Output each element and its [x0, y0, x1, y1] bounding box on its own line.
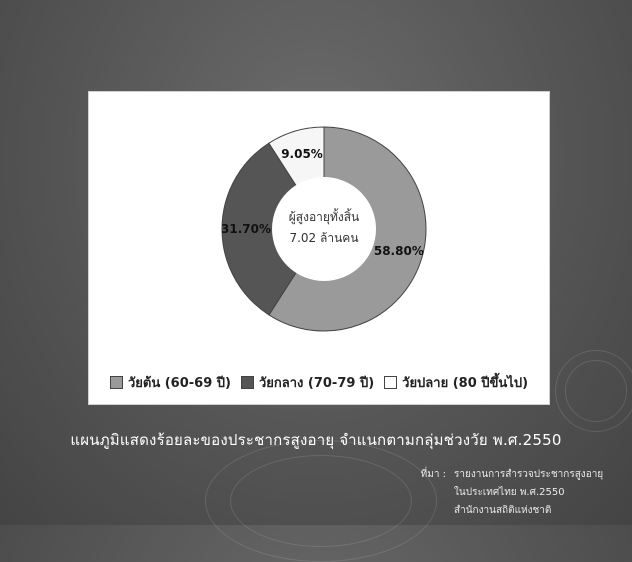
source-label: ที่มา : — [420, 469, 446, 480]
source-note: ที่มา : รายงานการสำรวจประชากรสูงอายุ ในป… — [418, 466, 604, 520]
legend-label: วัยต้น (60-69 ปี) — [127, 375, 231, 391]
legend-swatch — [109, 375, 123, 389]
ripple-decoration — [555, 350, 632, 432]
chart-panel: ผู้สูงอายุทั้งสิ้น 7.02 ล้านคน 58.80% 31.… — [88, 91, 550, 405]
legend-item-late-age: วัยปลาย (80 ปีขึ้นไป) — [384, 372, 528, 393]
center-label-line-1: ผู้สูงอายุทั้งสิ้น — [289, 208, 360, 225]
legend-swatch — [240, 375, 254, 389]
slice-value-label: 58.80% — [374, 244, 424, 258]
donut-chart: ผู้สูงอายุทั้งสิ้น 7.02 ล้านคน 58.80% 31.… — [221, 126, 427, 332]
donut-hole — [272, 177, 376, 281]
slice-value-label: 9.05% — [281, 147, 323, 161]
chart-legend: วัยต้น (60-69 ปี) วัยกลาง (70-79 ปี) วัย… — [89, 370, 549, 394]
legend-item-early-age: วัยต้น (60-69 ปี) — [109, 372, 231, 393]
legend-swatch — [384, 375, 398, 389]
chart-caption: แผนภูมิแสดงร้อยละของประชากรสูงอายุ จำแนก… — [70, 431, 562, 449]
ripple-decoration — [205, 440, 437, 562]
legend-label: วัยปลาย (80 ปีขึ้นไป) — [402, 375, 529, 391]
source-line-2: ในประเทศไทย พ.ศ.2550 — [454, 487, 565, 498]
legend-item-middle-age: วัยกลาง (70-79 ปี) — [240, 372, 375, 393]
center-label-line-2: 7.02 ล้านคน — [289, 231, 358, 245]
source-line-3: สำนักงานสถิติแห่งชาติ — [454, 505, 552, 516]
slice-value-label: 31.70% — [221, 222, 271, 236]
source-line-1: รายงานการสำรวจประชากรสูงอายุ — [454, 469, 604, 480]
legend-label: วัยกลาง (70-79 ปี) — [258, 375, 375, 391]
